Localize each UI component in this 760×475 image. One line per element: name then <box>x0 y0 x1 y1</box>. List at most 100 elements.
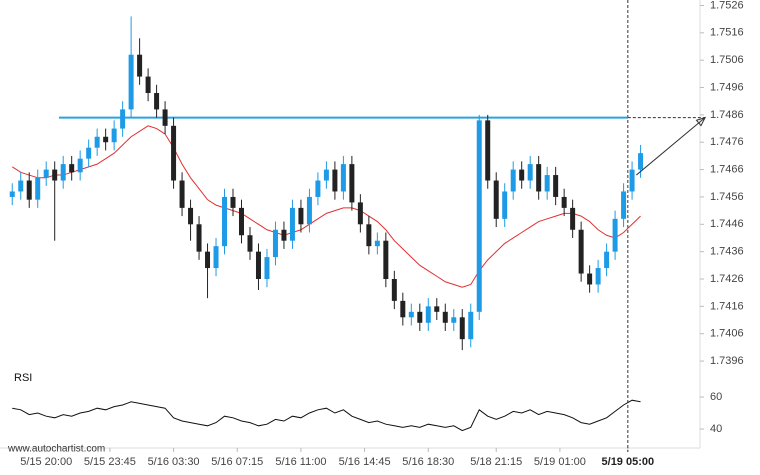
candle-body <box>604 251 610 269</box>
candle-body <box>638 153 644 170</box>
moving-average <box>11 125 641 288</box>
candle-body <box>255 251 261 279</box>
candle-body <box>289 207 295 241</box>
candle-body <box>272 229 278 258</box>
y-tick-label: 60 <box>710 391 722 403</box>
candle-body <box>425 306 431 323</box>
x-tick-label: 5/15 20:00 <box>20 456 72 468</box>
candle-body <box>451 317 457 323</box>
candle-body <box>493 180 499 219</box>
candle-body <box>527 164 533 181</box>
candle-body <box>103 136 109 143</box>
candle-body <box>137 54 143 77</box>
candle-body <box>281 229 287 241</box>
forecast-arrow <box>635 117 706 176</box>
candle-body <box>383 240 389 279</box>
x-tick-label: 5/16 11:00 <box>275 456 326 468</box>
x-tick-label: 5/16 14:45 <box>339 456 391 468</box>
candle-body <box>570 207 576 230</box>
candle-body <box>332 169 338 192</box>
candle-body <box>26 180 32 200</box>
candle-body <box>222 196 228 247</box>
candle-body <box>578 229 584 274</box>
candle-body <box>408 311 414 318</box>
y-tick-label: 1.7476 <box>710 136 744 148</box>
candle-body <box>230 196 236 208</box>
candle-body <box>612 218 618 252</box>
candle-body <box>400 300 406 318</box>
y-tick-label: 1.7436 <box>710 246 744 258</box>
candle-body <box>417 311 423 323</box>
candle-body <box>442 311 448 323</box>
candle-body <box>306 196 312 225</box>
y-tick-label: 1.7466 <box>710 163 744 175</box>
candle-body <box>349 164 355 203</box>
candle-body <box>120 109 126 129</box>
candle-body <box>340 164 346 192</box>
candle-body <box>502 191 508 219</box>
candle-body <box>205 251 211 269</box>
candle-body <box>544 175 550 192</box>
candle-body <box>43 169 49 178</box>
candle-body <box>357 202 363 225</box>
candle-body <box>171 125 177 181</box>
x-tick-label: 5/19 01:00 <box>534 456 586 468</box>
candle-body <box>213 246 219 269</box>
y-tick-label: 1.7456 <box>710 191 744 203</box>
y-tick-label: 1.7416 <box>710 300 744 312</box>
candle-body <box>366 224 372 247</box>
candle-body <box>374 240 380 247</box>
candle-body <box>595 268 601 285</box>
candle-body <box>60 164 66 181</box>
candle-body <box>162 109 168 126</box>
candle-body <box>247 235 253 252</box>
candle-body <box>476 120 482 312</box>
candle-body <box>323 169 329 181</box>
candle-body <box>459 317 465 340</box>
candle-body <box>18 180 24 192</box>
candle-body <box>510 169 516 192</box>
candle-body <box>519 169 525 181</box>
candle-body <box>128 54 134 110</box>
candle-body <box>238 207 244 236</box>
y-tick-label: 1.7426 <box>710 273 744 285</box>
x-tick-label: 5/15 23:45 <box>84 456 136 468</box>
candle-body <box>69 164 75 173</box>
y-tick-label: 1.7406 <box>710 328 744 340</box>
x-tick-label: 5/16 18:30 <box>402 456 454 468</box>
candle-body <box>188 207 194 225</box>
y-tick-label: 1.7396 <box>710 355 744 367</box>
x-tick-label: 5/16 07:15 <box>211 456 263 468</box>
y-tick-label: 1.7496 <box>710 81 744 93</box>
y-tick-label: 1.7526 <box>710 0 744 11</box>
candle-body <box>485 120 491 181</box>
candle-body <box>315 180 321 197</box>
candle-body <box>52 169 58 181</box>
candle-body <box>94 136 100 148</box>
candle-body <box>621 191 627 219</box>
rsi-line <box>12 399 641 432</box>
source: www.autochartist.com <box>7 444 105 455</box>
x-tick-label: 5/16 03:30 <box>148 456 200 468</box>
candle-body <box>86 147 92 159</box>
candle-body <box>434 306 440 312</box>
candle-body <box>9 191 15 197</box>
candle-body <box>196 224 202 252</box>
candle-body <box>561 196 567 208</box>
candle-body <box>629 169 635 192</box>
candle-body <box>179 180 185 208</box>
candle-body <box>536 164 542 192</box>
candle-body <box>111 128 117 143</box>
candle-body <box>468 311 474 340</box>
x-tick-label: 5/18 21:15 <box>470 456 522 468</box>
y-tick-label: 40 <box>710 423 722 435</box>
y-tick-label: 1.7446 <box>710 218 744 230</box>
candle-body <box>264 257 270 279</box>
x-tick-label: 5/19 05:00 <box>602 456 655 468</box>
candle-body <box>145 76 151 93</box>
candle-body <box>154 93 160 110</box>
y-tick-label: 1.7506 <box>710 54 744 66</box>
